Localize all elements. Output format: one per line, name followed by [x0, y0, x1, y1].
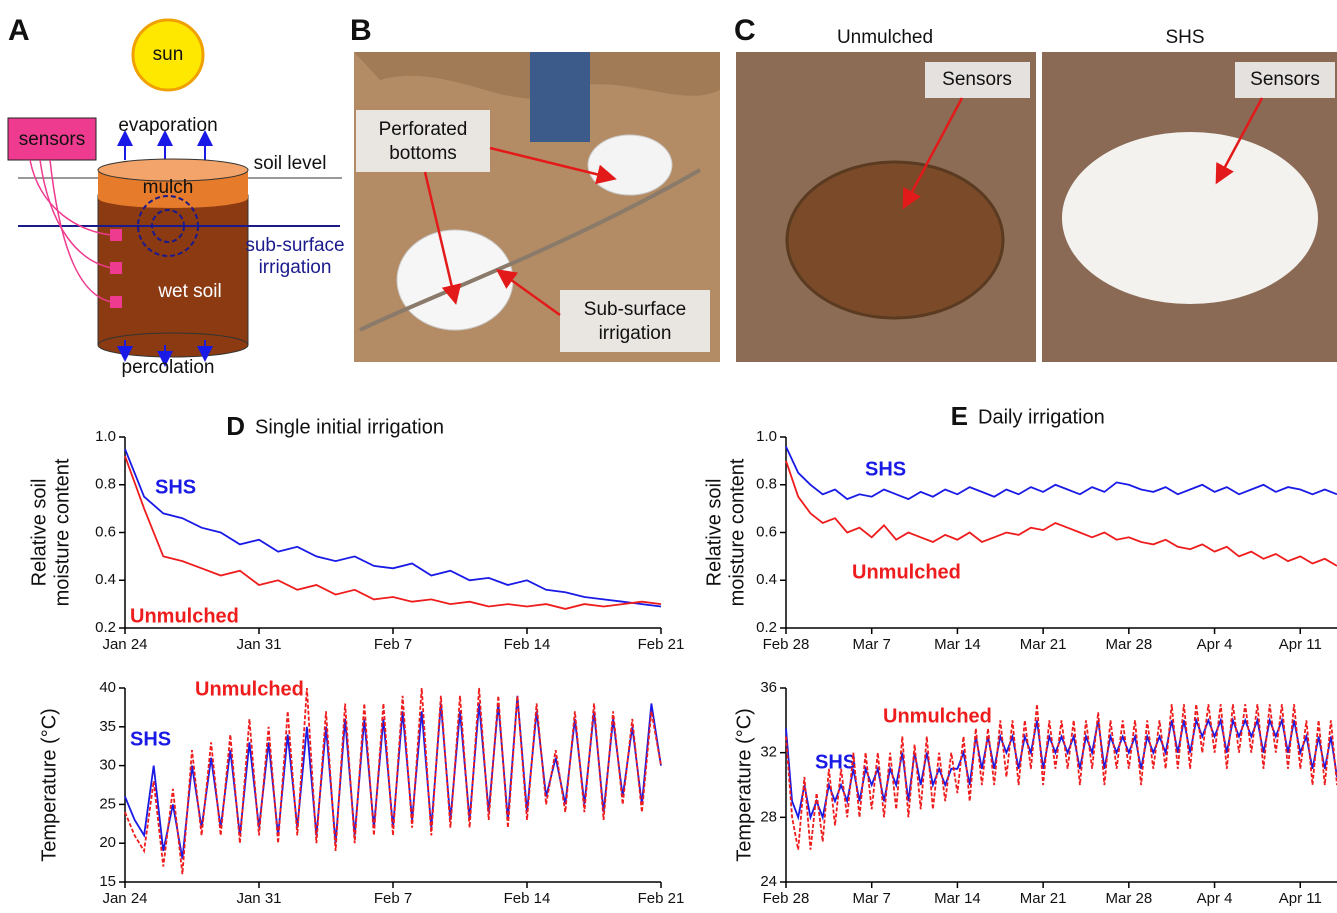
callout: Sensors	[942, 69, 1012, 90]
series-line	[125, 456, 661, 609]
x-tick-label: Feb 7	[374, 890, 412, 907]
chart-title: Single initial irrigation	[255, 416, 444, 438]
x-tick-label: Feb 21	[638, 890, 685, 907]
cylinder-bottom	[98, 333, 248, 357]
photo-bucket	[588, 135, 672, 195]
series-label: Unmulched	[195, 678, 304, 700]
callout: Sensors	[1250, 69, 1320, 90]
photo-title: SHS	[1165, 27, 1204, 48]
panel-letter: B	[350, 14, 372, 47]
wet-soil-label: wet soil	[157, 281, 221, 302]
photo-bucket	[397, 230, 513, 330]
y-tick-label: 36	[760, 679, 777, 696]
y-axis-label: Relative soil	[703, 479, 725, 587]
y-axis-label: Relative soil	[28, 479, 50, 587]
y-tick-label: 25	[99, 795, 116, 812]
chart-title: Daily irrigation	[978, 406, 1105, 428]
irrigation-label: sub-surface	[245, 235, 344, 256]
y-tick-label: 30	[99, 757, 116, 774]
panel-letter: D	[226, 411, 245, 441]
x-tick-label: Jan 24	[102, 890, 147, 907]
x-tick-label: Apr 11	[1279, 636, 1322, 653]
y-axis-label: Temperature (°C)	[38, 708, 60, 862]
y-tick-label: 40	[99, 679, 116, 696]
series-label: SHS	[130, 728, 171, 750]
y-tick-label: 20	[99, 834, 116, 851]
x-tick-label: Feb 14	[504, 890, 551, 907]
x-tick-label: Mar 7	[853, 890, 891, 907]
soil-level-label: soil level	[254, 153, 327, 174]
x-tick-label: Feb 28	[763, 636, 810, 653]
series-label: Unmulched	[883, 705, 992, 727]
x-tick-label: Feb 28	[763, 890, 810, 907]
evaporation-arrows	[125, 138, 205, 160]
y-tick-label: 35	[99, 718, 116, 735]
x-tick-label: Jan 31	[236, 636, 281, 653]
mulch-label: mulch	[143, 177, 194, 198]
y-tick-label: 0.6	[95, 523, 116, 540]
photo-person	[530, 52, 590, 142]
evaporation-label: evaporation	[118, 115, 217, 136]
panel-b: B Perforated bottoms Sub-surface irrigat…	[350, 14, 720, 362]
x-tick-label: Feb 14	[504, 636, 551, 653]
y-tick-label: 1.0	[95, 428, 116, 445]
x-tick-label: Feb 21	[638, 636, 685, 653]
sensor-plugs	[110, 229, 122, 308]
y-tick-label: 1.0	[756, 428, 777, 445]
callout: bottoms	[389, 143, 457, 164]
series-line	[125, 688, 661, 874]
y-tick-label: 0.6	[756, 523, 777, 540]
series-label: SHS	[865, 458, 906, 480]
y-tick-label: 0.2	[95, 619, 116, 636]
panel-c: C Unmulched SHS Sensors Sensors	[734, 14, 1337, 362]
callout: Sub-surface	[584, 299, 686, 320]
y-tick-label: 32	[760, 744, 777, 761]
y-tick-label: 0.8	[756, 476, 777, 493]
irrigation-label: irrigation	[259, 257, 332, 278]
y-axis-label: Temperature (°C)	[733, 708, 755, 862]
panel-letter: C	[734, 14, 756, 47]
panel-a: A sun sensors evaporation soil level mul…	[8, 14, 345, 378]
x-tick-label: Mar 14	[934, 636, 981, 653]
y-tick-label: 0.8	[95, 476, 116, 493]
y-axis-label: moisture content	[726, 458, 748, 606]
photo-disk	[787, 162, 1003, 318]
y-tick-label: 0.4	[756, 571, 777, 588]
sensors-label: sensors	[19, 129, 86, 150]
x-tick-label: Feb 7	[374, 636, 412, 653]
series-label: SHS	[815, 751, 856, 773]
x-tick-label: Mar 21	[1020, 890, 1067, 907]
x-tick-label: Mar 7	[853, 636, 891, 653]
callout: Perforated	[379, 119, 468, 140]
x-tick-label: Apr 11	[1279, 890, 1322, 907]
percolation-label: percolation	[122, 357, 215, 378]
y-tick-label: 15	[99, 873, 116, 890]
x-tick-label: Jan 24	[102, 636, 147, 653]
series-label: Unmulched	[130, 605, 239, 627]
y-tick-label: 0.2	[756, 619, 777, 636]
x-tick-label: Mar 28	[1106, 636, 1153, 653]
figure: A sun sensors evaporation soil level mul…	[0, 0, 1337, 913]
series-label: SHS	[155, 476, 196, 498]
series-line	[125, 449, 661, 607]
panel-letter: E	[951, 401, 968, 431]
sun-label: sun	[153, 44, 184, 65]
photo-title: Unmulched	[837, 27, 933, 48]
x-tick-label: Mar 21	[1020, 636, 1067, 653]
y-axis-label: moisture content	[51, 458, 73, 606]
callout: irrigation	[599, 323, 672, 344]
series-label: Unmulched	[852, 561, 961, 583]
x-tick-label: Apr 4	[1197, 636, 1233, 653]
panel-letter: A	[8, 14, 30, 47]
photo-disk	[1062, 132, 1318, 304]
x-tick-label: Mar 28	[1106, 890, 1153, 907]
y-tick-label: 24	[760, 873, 777, 890]
y-tick-label: 28	[760, 808, 777, 825]
x-tick-label: Jan 31	[236, 890, 281, 907]
x-tick-label: Apr 4	[1197, 890, 1233, 907]
x-tick-label: Mar 14	[934, 890, 981, 907]
y-tick-label: 0.4	[95, 571, 116, 588]
